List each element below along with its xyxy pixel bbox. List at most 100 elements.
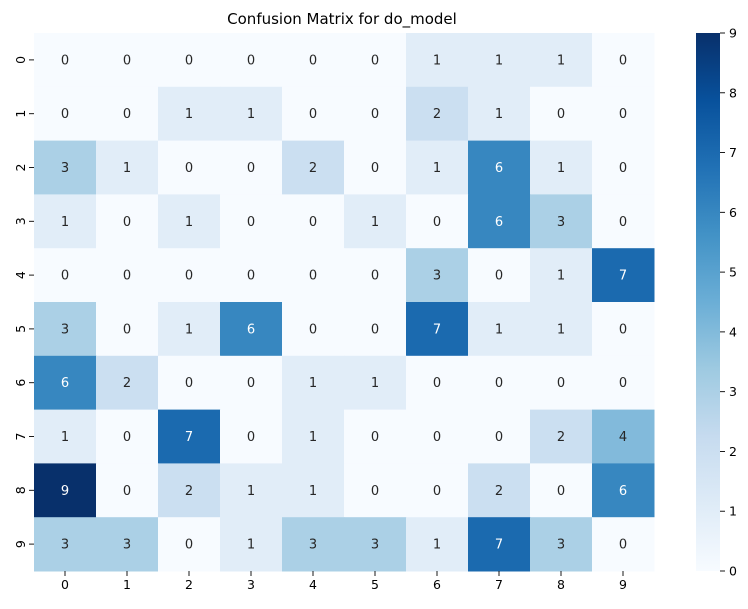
heatmap-cell	[282, 248, 345, 303]
cell-value-label: 6	[495, 215, 503, 230]
heatmap-cell	[34, 140, 97, 195]
cell-value-label: 0	[619, 53, 627, 68]
heatmap-cell	[96, 248, 159, 303]
cell-value-label: 1	[61, 215, 69, 230]
heatmap-cell	[158, 33, 221, 88]
y-tick-label: 6	[13, 379, 28, 387]
cell-value-label: 0	[123, 322, 131, 337]
heatmap-cell	[220, 463, 283, 518]
cell-value-label: 0	[619, 161, 627, 176]
y-tick-label: 4	[13, 271, 28, 279]
cell-value-label: 3	[61, 161, 69, 176]
cell-value-label: 0	[495, 269, 503, 284]
heatmap-cell	[96, 355, 159, 411]
cell-value-label: 0	[619, 538, 627, 553]
heatmap-cell	[530, 140, 593, 195]
cell-value-label: 1	[309, 376, 317, 391]
colorbar-tick-label: 7	[729, 145, 737, 160]
heatmap-cell	[220, 86, 283, 142]
heatmap-cell	[96, 409, 159, 464]
heatmap-cell	[344, 355, 407, 411]
cell-value-label: 0	[61, 269, 69, 284]
heatmap-cell	[468, 517, 531, 572]
heatmap-cell	[344, 463, 407, 518]
y-tick-label: 9	[13, 540, 28, 548]
cell-value-label: 6	[61, 376, 69, 391]
heatmap-cell	[406, 517, 469, 572]
cell-value-label: 7	[185, 430, 193, 445]
cell-value-label: 0	[557, 376, 565, 391]
x-tick-label: 3	[247, 577, 255, 592]
heatmap-cell	[96, 463, 159, 518]
x-tick-label: 9	[619, 577, 627, 592]
cell-value-label: 0	[371, 161, 379, 176]
heatmap-cell	[282, 409, 345, 464]
cell-value-label: 1	[247, 107, 255, 122]
cell-value-label: 1	[247, 538, 255, 553]
heatmap-cell	[530, 302, 593, 357]
cell-value-label: 0	[619, 107, 627, 122]
x-tick-label: 6	[433, 577, 441, 592]
heatmap-cell	[34, 409, 97, 464]
cell-value-label: 0	[309, 53, 317, 68]
heatmap-cell	[96, 140, 159, 195]
cell-value-label: 0	[247, 269, 255, 284]
heatmap-cell	[158, 517, 221, 572]
heatmap-cell	[592, 194, 655, 249]
cell-value-label: 0	[433, 484, 441, 499]
cell-value-label: 6	[619, 484, 627, 499]
cell-value-label: 0	[185, 269, 193, 284]
cell-value-label: 1	[123, 161, 131, 176]
heatmap-cell	[220, 140, 283, 195]
heatmap-cell	[468, 194, 531, 249]
heatmap-cells: 0 0 0 0 0 0 1 1 1 0 0 0 1 1 0 0 2 1 0 0 3 1 0 0 2 0 1 6 1 0 1 0 1 0 0 1 0 6 3 0…	[34, 33, 655, 572]
heatmap-cell	[158, 463, 221, 518]
heatmap-cell	[406, 33, 469, 88]
cell-value-label: 0	[247, 161, 255, 176]
heatmap-cell	[96, 86, 159, 142]
cell-value-label: 1	[433, 161, 441, 176]
heatmap-cell	[592, 302, 655, 357]
heatmap-cell	[530, 463, 593, 518]
heatmap-cell	[34, 355, 97, 411]
y-tick-label: 1	[13, 110, 28, 118]
cell-value-label: 0	[371, 107, 379, 122]
heatmap-cell	[344, 302, 407, 357]
heatmap-cell	[344, 248, 407, 303]
cell-value-label: 1	[309, 484, 317, 499]
cell-value-label: 6	[495, 161, 503, 176]
heatmap-cell	[468, 248, 531, 303]
heatmap-cell	[220, 517, 283, 572]
heatmap-cell	[592, 140, 655, 195]
heatmap-cell	[282, 463, 345, 518]
colorbar-tick-label: 6	[729, 205, 737, 220]
heatmap-cell	[592, 33, 655, 88]
cell-value-label: 2	[123, 376, 131, 391]
y-tick-label: 5	[13, 325, 28, 333]
heatmap-cell	[406, 248, 469, 303]
heatmap-cell	[592, 463, 655, 518]
chart-title: Confusion Matrix for do_model	[227, 10, 457, 29]
heatmap-cell	[468, 86, 531, 142]
heatmap-cell	[282, 355, 345, 411]
heatmap-cell	[592, 517, 655, 572]
heatmap-cell	[158, 194, 221, 249]
x-tick-label: 0	[61, 577, 69, 592]
y-tick-label: 7	[13, 433, 28, 441]
cell-value-label: 0	[433, 376, 441, 391]
cell-value-label: 1	[371, 376, 379, 391]
cell-value-label: 0	[185, 376, 193, 391]
heatmap-cell	[220, 409, 283, 464]
cell-value-label: 1	[371, 215, 379, 230]
heatmap-cell	[344, 86, 407, 142]
heatmap-cell	[158, 140, 221, 195]
cell-value-label: 2	[557, 430, 565, 445]
heatmap-cell	[530, 248, 593, 303]
cell-value-label: 0	[247, 53, 255, 68]
colorbar-tick-label: 3	[729, 384, 737, 399]
heatmap-cell	[220, 302, 283, 357]
colorbar-tick-label: 5	[729, 265, 737, 280]
heatmap-cell	[158, 409, 221, 464]
cell-value-label: 1	[495, 107, 503, 122]
